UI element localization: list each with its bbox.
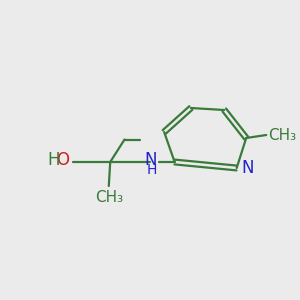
Text: O: O	[56, 151, 69, 169]
Text: N: N	[144, 151, 157, 169]
Text: N: N	[241, 159, 253, 177]
Text: H: H	[48, 151, 60, 169]
Text: CH₃: CH₃	[95, 190, 123, 205]
Text: CH₃: CH₃	[268, 128, 297, 142]
Text: H: H	[146, 164, 157, 177]
